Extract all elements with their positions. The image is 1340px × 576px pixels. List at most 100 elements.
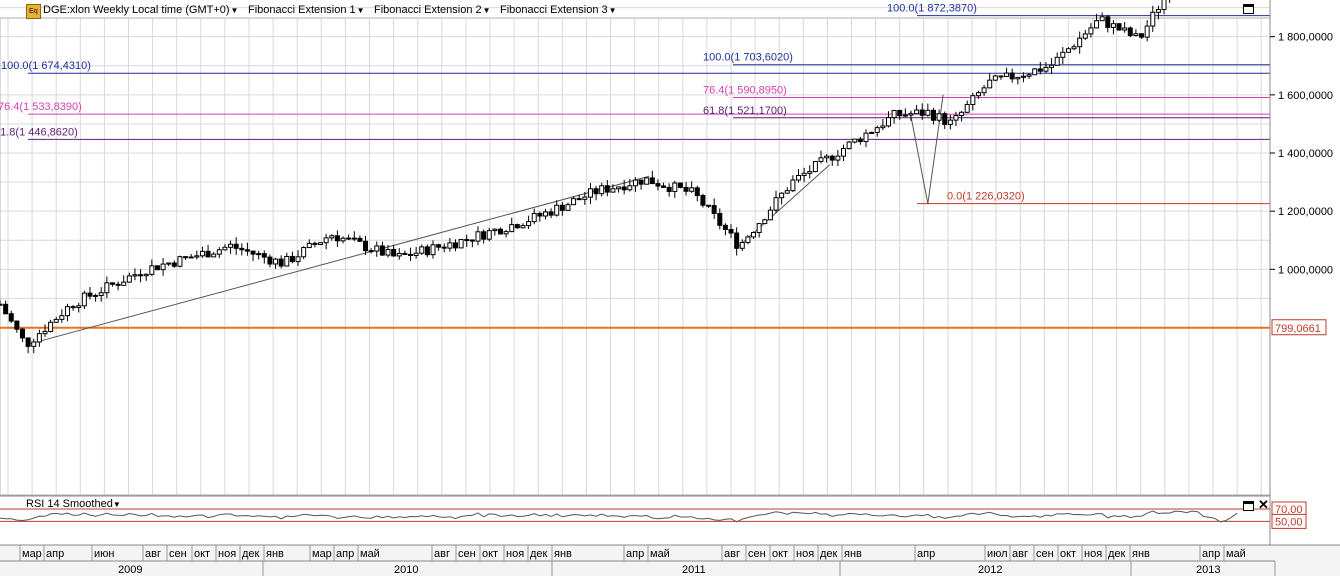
candle-body bbox=[1037, 68, 1043, 72]
rsi-menu[interactable]: RSI 14 Smoothed▼ bbox=[26, 498, 121, 510]
candle-body bbox=[469, 239, 475, 242]
candles bbox=[0, 0, 1171, 354]
candle-body bbox=[632, 179, 638, 187]
month-label: июл bbox=[987, 548, 1008, 560]
month-label: дек bbox=[530, 548, 548, 560]
candle-body bbox=[497, 228, 503, 235]
fib-level-label: 76.4(1 590,8950) bbox=[703, 84, 787, 96]
candle-body bbox=[840, 148, 846, 157]
candle-body bbox=[1015, 76, 1021, 80]
candle-body bbox=[194, 255, 200, 258]
candle-body bbox=[273, 258, 279, 265]
year-label: 2010 bbox=[394, 564, 418, 576]
candle-body bbox=[953, 114, 959, 121]
candle-body bbox=[857, 138, 863, 143]
candle-body bbox=[526, 221, 532, 227]
month-label: май bbox=[360, 548, 380, 560]
month-label: авг bbox=[1012, 548, 1028, 560]
candle-body bbox=[126, 275, 132, 283]
candle-body bbox=[852, 138, 858, 143]
candle-body bbox=[160, 263, 166, 271]
candle-body bbox=[790, 179, 796, 192]
fib-extension-2-label: Fibonacci Extension 2 bbox=[374, 4, 482, 16]
month-label: дек bbox=[820, 548, 838, 560]
candle-body bbox=[1060, 51, 1066, 58]
candle-body bbox=[964, 103, 970, 113]
candle-body bbox=[447, 242, 453, 249]
candle-body bbox=[486, 230, 492, 240]
candle-body bbox=[959, 111, 965, 116]
candle-body bbox=[987, 79, 993, 89]
candle-body bbox=[897, 109, 903, 117]
month-label: апр bbox=[46, 548, 64, 560]
candle-body bbox=[571, 198, 577, 206]
candle-body bbox=[1065, 48, 1071, 53]
candle-body bbox=[1105, 16, 1111, 28]
candle-body bbox=[554, 204, 560, 216]
month-label: сен bbox=[458, 548, 476, 560]
month-label: сен bbox=[169, 548, 187, 560]
candle-body bbox=[942, 113, 948, 125]
candle-body bbox=[503, 231, 509, 235]
fib-extension-1-menu[interactable]: Fibonacci Extension 1▼ bbox=[248, 4, 365, 16]
candle-body bbox=[211, 253, 217, 258]
candle-body bbox=[363, 240, 369, 252]
candle-body bbox=[1133, 33, 1139, 36]
price-tick-label: 1 600,0000 bbox=[1278, 90, 1333, 102]
candle-body bbox=[115, 283, 121, 286]
month-label: июн bbox=[94, 548, 114, 560]
month-label: янв bbox=[266, 548, 284, 560]
candle-body bbox=[8, 313, 14, 322]
candle-body bbox=[53, 318, 59, 323]
fib-levels: 161.8(2 042,5910)100.0(1 674,4310)76.4(1… bbox=[0, 3, 1270, 329]
candle-body bbox=[672, 182, 678, 193]
year-label: 2012 bbox=[978, 564, 1002, 576]
month-label: дек bbox=[1108, 548, 1126, 560]
month-label: май bbox=[1226, 548, 1246, 560]
rsi-close-button[interactable]: ✕ bbox=[1258, 497, 1269, 512]
candle-body bbox=[812, 160, 818, 173]
maximize-button[interactable] bbox=[1243, 4, 1254, 14]
candle-body bbox=[1009, 72, 1015, 80]
candle-body bbox=[779, 192, 785, 199]
candle-body bbox=[1054, 56, 1060, 66]
candle-body bbox=[891, 109, 897, 119]
month-label: мар bbox=[22, 548, 42, 560]
candle-body bbox=[1122, 27, 1128, 31]
candle-body bbox=[334, 235, 340, 242]
month-label: окт bbox=[1060, 548, 1076, 560]
fib-extension-2-menu[interactable]: Fibonacci Extension 2▼ bbox=[374, 4, 491, 16]
candle-body bbox=[351, 237, 357, 240]
rsi-maximize-button[interactable] bbox=[1243, 501, 1254, 511]
price-tick-label: 1 800,0000 bbox=[1278, 32, 1333, 44]
candle-body bbox=[514, 224, 520, 229]
fib-level-label: 100.0(1 872,3870) bbox=[887, 3, 977, 15]
symbol-title: DGE:xlon Weekly Local time (GMT+0) bbox=[43, 4, 230, 16]
candle-body bbox=[1150, 11, 1156, 27]
candle-body bbox=[1116, 23, 1122, 31]
fib-extension-3-menu[interactable]: Fibonacci Extension 3▼ bbox=[500, 4, 617, 16]
symbol-menu[interactable]: DGE:xlon Weekly Local time (GMT+0)▼ bbox=[43, 4, 239, 16]
candle-body bbox=[396, 252, 402, 257]
eq-icon: Eq bbox=[26, 4, 41, 19]
candle-body bbox=[188, 256, 194, 259]
fib-level-label: 0.0(1 226,0320) bbox=[947, 191, 1025, 203]
candle-body bbox=[132, 274, 138, 277]
candle-body bbox=[81, 292, 87, 307]
candle-body bbox=[869, 131, 875, 134]
candle-body bbox=[424, 246, 430, 256]
candle-body bbox=[576, 198, 582, 201]
month-label: ноя bbox=[218, 548, 236, 560]
candle-body bbox=[593, 188, 599, 195]
fib-extension-3-label: Fibonacci Extension 3 bbox=[500, 4, 608, 16]
month-label: ноя bbox=[506, 548, 524, 560]
year-label: 2013 bbox=[1196, 564, 1220, 576]
candle-body bbox=[419, 246, 425, 254]
candle-body bbox=[717, 212, 723, 226]
candle-body bbox=[244, 249, 250, 252]
candle-body bbox=[205, 250, 211, 258]
candle-body bbox=[542, 211, 548, 217]
candle-body bbox=[3, 303, 9, 315]
